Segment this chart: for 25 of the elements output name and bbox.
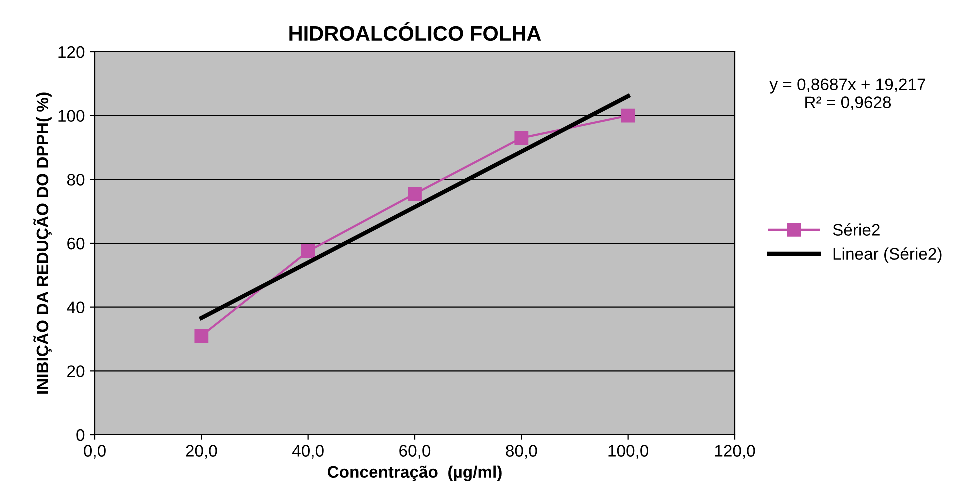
x-tick-label: 120,0 <box>715 445 756 459</box>
x-tick-label: 80,0 <box>506 445 538 459</box>
text: y = 0,8687x + 19,217 R² = 0,9628 <box>770 78 926 110</box>
x-tick-label: 0,0 <box>84 445 106 459</box>
x-tick-label: 20,0 <box>186 445 218 459</box>
x-axis-title: Concentração (µg/ml) <box>328 466 502 482</box>
point <box>621 108 636 123</box>
point <box>408 187 422 201</box>
x-tick-label: 100,0 <box>608 445 649 459</box>
point <box>514 131 529 146</box>
y-axis-title: INIBIÇÃO DA REDUÇÃO DO DPPH( %) <box>34 92 52 394</box>
chart-title: HIDROALCÓLICO FOLHA <box>290 22 542 42</box>
y-tick-label: 120 <box>58 46 85 58</box>
legend-label: Linear (Série2) <box>834 248 942 264</box>
x-tick-label: 40,0 <box>292 445 324 459</box>
y-tick-label: 20 <box>68 366 85 378</box>
y-tick-label: 60 <box>68 238 85 250</box>
y-tick-label: 100 <box>58 110 85 122</box>
legend-label: Série2 <box>833 224 880 236</box>
x-tick-label: 60,0 <box>400 445 431 459</box>
y-tick-label: 80 <box>67 174 85 186</box>
point <box>194 329 209 344</box>
y-tick-label: 0 <box>76 429 85 442</box>
y-tick-label: 40 <box>67 302 85 314</box>
point <box>301 244 316 258</box>
